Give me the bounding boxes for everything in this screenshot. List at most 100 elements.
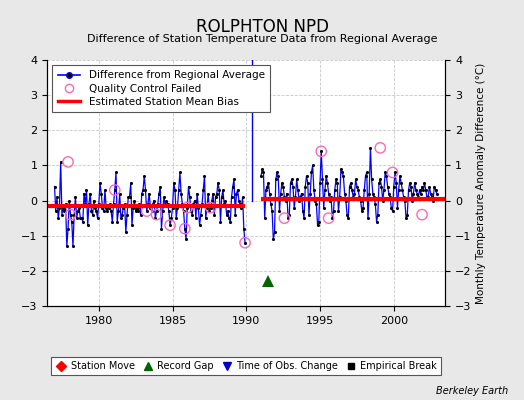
Point <box>158 208 167 214</box>
Point <box>234 187 242 193</box>
Point <box>179 208 188 214</box>
Point <box>123 212 131 218</box>
Point <box>108 218 116 225</box>
Point <box>50 183 59 190</box>
Point <box>241 240 249 246</box>
Point <box>198 201 206 207</box>
Point <box>135 201 144 207</box>
Point <box>143 208 151 214</box>
Point <box>381 169 389 176</box>
Point <box>202 215 210 221</box>
Point <box>155 190 163 197</box>
Point <box>149 201 157 207</box>
Point <box>280 215 289 221</box>
Point <box>370 194 378 200</box>
Point <box>214 180 222 186</box>
Point <box>262 187 270 193</box>
Point <box>128 222 136 228</box>
Point <box>403 212 411 218</box>
Point <box>292 176 301 183</box>
Point <box>338 169 346 176</box>
Point <box>152 212 161 218</box>
Point <box>237 204 246 211</box>
Point <box>140 173 148 179</box>
Point <box>204 190 212 197</box>
Point <box>264 180 272 186</box>
Point <box>394 204 402 211</box>
Point <box>423 194 431 200</box>
Point <box>210 212 219 218</box>
Point <box>430 183 439 190</box>
Point <box>203 204 211 211</box>
Point <box>418 183 426 190</box>
Point <box>241 240 249 246</box>
Point <box>406 180 414 186</box>
Point <box>67 212 75 218</box>
Point <box>363 169 371 176</box>
Point <box>156 183 165 190</box>
Point <box>225 215 233 221</box>
Point <box>151 215 159 221</box>
Point <box>141 187 150 193</box>
Point <box>196 212 205 218</box>
Point <box>177 190 185 197</box>
Point <box>429 197 438 204</box>
Point <box>392 180 400 186</box>
Point <box>92 208 101 214</box>
Point <box>216 218 225 225</box>
Point <box>257 173 265 179</box>
Point <box>416 187 424 193</box>
Point <box>67 212 75 218</box>
Point <box>396 173 404 179</box>
Point <box>230 176 238 183</box>
Point <box>53 194 61 200</box>
Point <box>349 194 357 200</box>
Point <box>365 190 374 197</box>
Y-axis label: Monthly Temperature Anomaly Difference (°C): Monthly Temperature Anomaly Difference (… <box>476 62 486 304</box>
Point <box>433 190 441 197</box>
Point <box>205 208 214 214</box>
Point <box>154 201 162 207</box>
Point <box>60 208 69 214</box>
Point <box>168 204 177 211</box>
Point <box>64 159 72 165</box>
Point <box>206 204 215 211</box>
Point <box>221 197 230 204</box>
Point <box>316 180 324 186</box>
Point <box>103 208 112 214</box>
Point <box>125 194 134 200</box>
Point <box>57 159 65 165</box>
Point <box>317 148 325 154</box>
Point <box>236 201 244 207</box>
Point <box>176 169 184 176</box>
Point <box>274 173 282 179</box>
Point <box>263 183 271 190</box>
Point <box>271 176 280 183</box>
Point <box>388 208 397 214</box>
Point <box>412 187 420 193</box>
Point <box>291 194 300 200</box>
Point <box>289 183 297 190</box>
Point <box>194 204 203 211</box>
Point <box>281 197 290 204</box>
Text: Berkeley Earth: Berkeley Earth <box>436 386 508 396</box>
Point <box>174 187 183 193</box>
Point <box>184 183 193 190</box>
Point <box>80 190 88 197</box>
Point <box>320 204 328 211</box>
Point <box>181 226 189 232</box>
Point <box>134 208 143 214</box>
Point <box>144 201 152 207</box>
Point <box>350 190 358 197</box>
Point <box>133 204 141 211</box>
Point <box>313 222 322 228</box>
Point <box>324 215 333 221</box>
Point <box>93 215 102 221</box>
Point <box>296 194 304 200</box>
Point <box>211 194 220 200</box>
Point <box>398 187 407 193</box>
Point <box>200 173 209 179</box>
Point <box>90 197 98 204</box>
Point <box>286 180 294 186</box>
Point <box>328 215 336 221</box>
